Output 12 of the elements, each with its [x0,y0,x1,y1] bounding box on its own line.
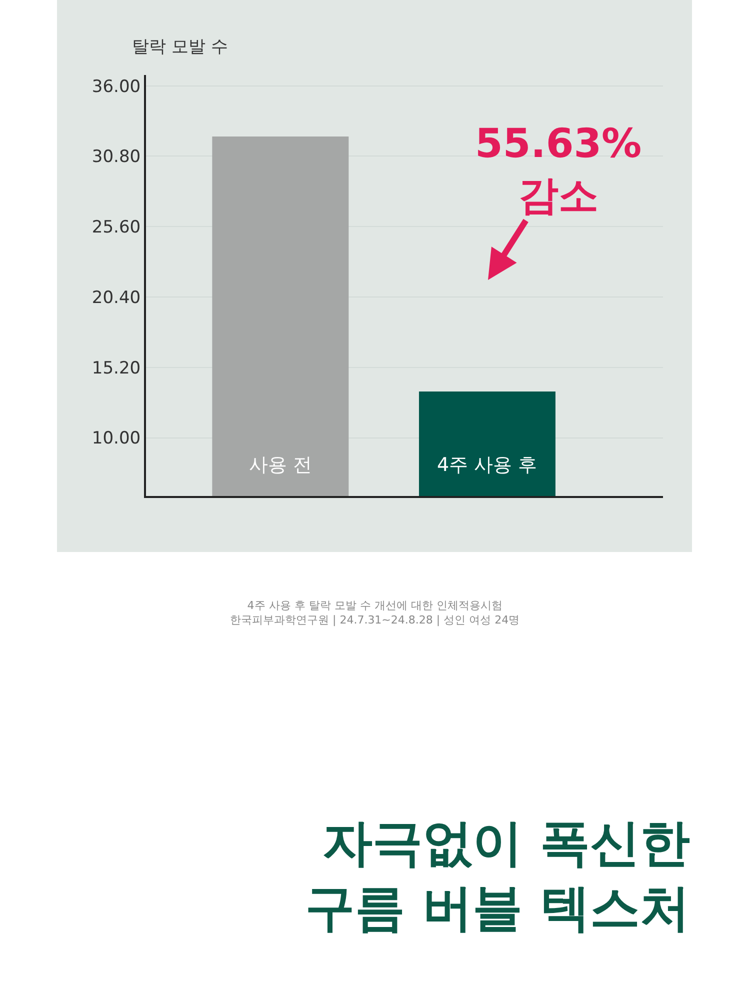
x-tick-label: 사용 전 [249,454,312,476]
y-tick-label: 36.00 [92,76,141,97]
annotation: 55.63% 감소 [475,121,642,219]
y-axis-title: 탈락 모발 수 [132,37,228,57]
y-tick-label: 10.00 [92,428,141,449]
y-tick-label: 20.40 [92,288,141,308]
y-tick-label: 15.20 [92,358,141,378]
y-tick-label: 25.60 [92,218,141,238]
text: 자극없이 폭신한 구름 버블 텍스처 [305,814,690,937]
x-tick-label: 4주 사용 후 [437,454,538,476]
text: 4주 사용 후 탈락 모발 수 개선에 대한 인체적용시험 한국피부과학연구원 | 24.7.31~24.8.28 | 성인 여성 24명 [230,599,520,626]
y-tick-label: 30.80 [92,147,141,168]
